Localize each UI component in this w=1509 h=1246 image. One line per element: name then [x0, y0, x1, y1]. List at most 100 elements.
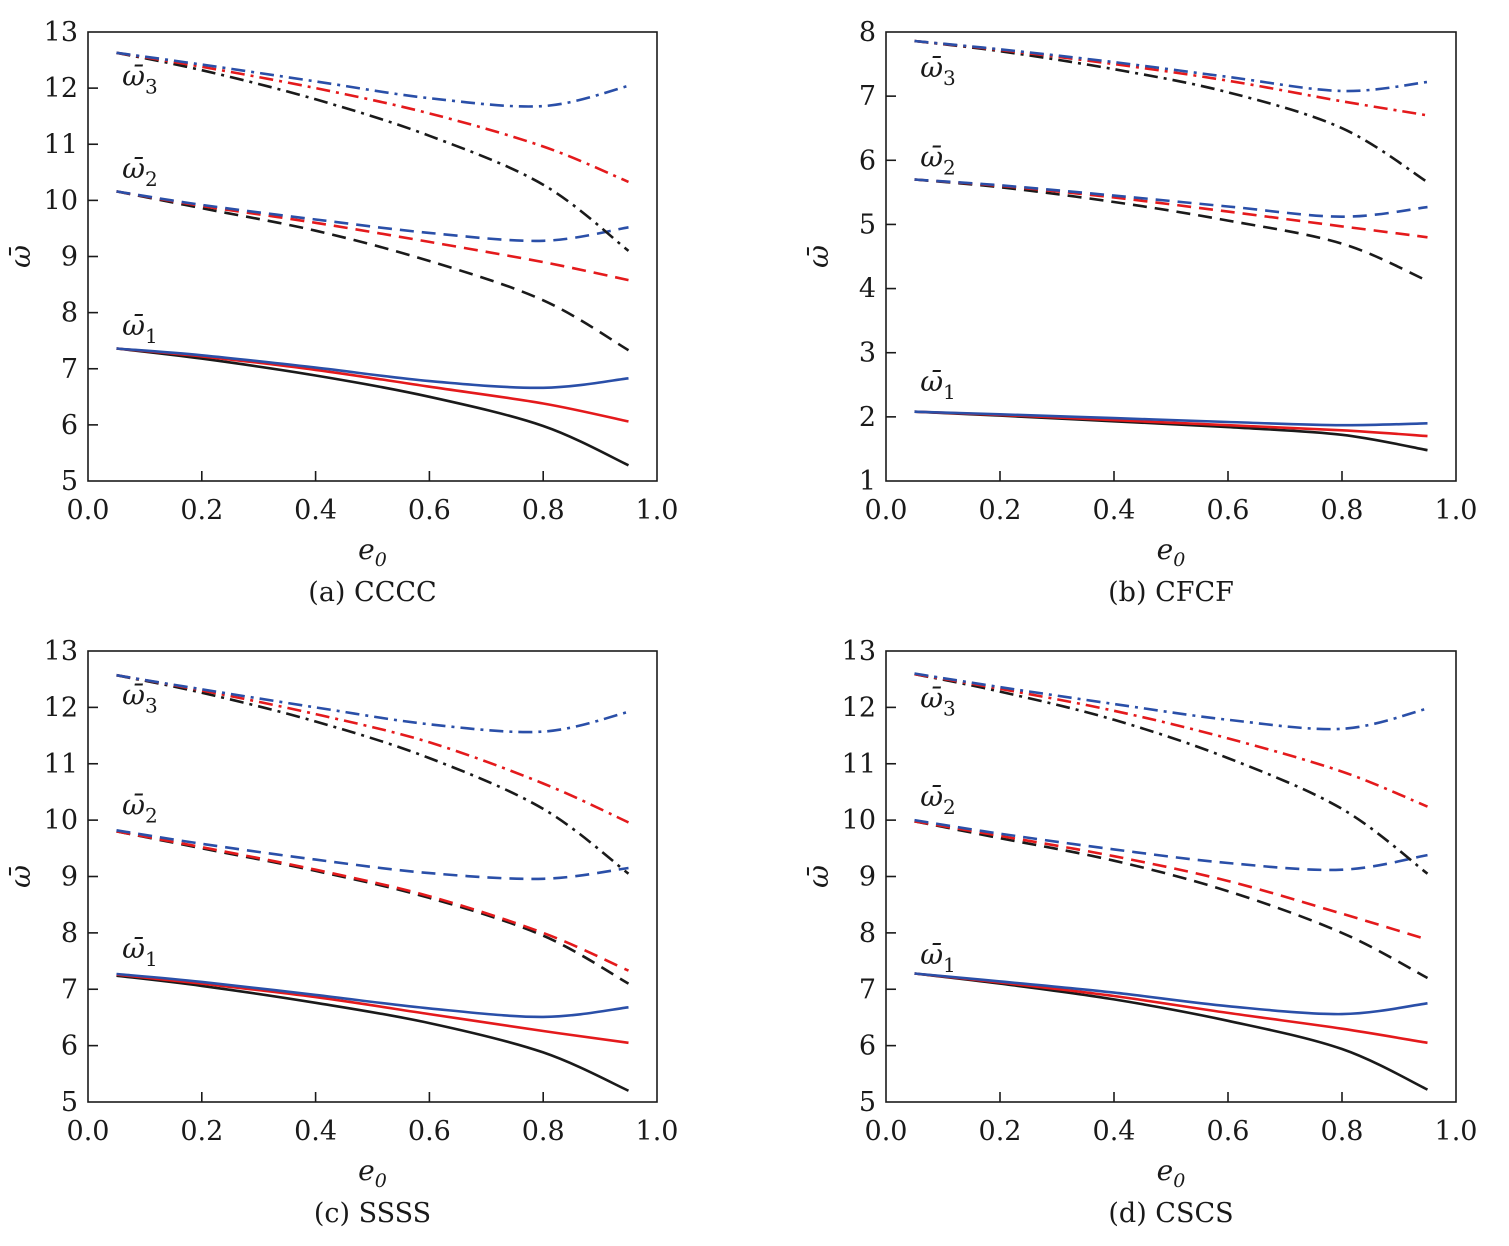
series-line-mode-3-dashdot [116, 673, 630, 824]
y-tick-label: 7 [61, 354, 78, 385]
x-tick-label: 0.2 [180, 495, 223, 526]
series-line-mode-1-solid [914, 410, 1428, 427]
series-line-mode-3-dashdot [116, 673, 629, 734]
mode-label: ω̄3 [920, 51, 956, 90]
series-line-mode-2-dashed [914, 178, 1428, 219]
series-line-mode-3-dashdot [914, 672, 1428, 731]
y-tick-label: 13 [44, 17, 78, 48]
x-axis-label: e0 [1157, 1154, 1186, 1192]
subplot-caption: (a) CCCC [308, 577, 436, 608]
x-tick-label: 0.4 [294, 495, 337, 526]
y-axis-label: ω̄ [802, 865, 835, 888]
subplot-caption: (b) CFCF [1108, 577, 1234, 608]
series-line-mode-3-dashdot [914, 39, 1428, 117]
series-line-mode-2-dashed [116, 830, 630, 972]
series-line-mode-1-solid [914, 972, 1428, 1016]
y-tick-label: 3 [859, 338, 876, 369]
series-line-mode-3-dashdot [914, 39, 1429, 184]
series-line-mode-3-dashdot [914, 672, 1428, 808]
series-line-mode-1-solid [116, 972, 629, 1019]
subplot-c: 0.0 0.2 0.4 0.6 0.8 1.0 5 6 7 8 9 10 11 12 13 e0 ω̄ (c) S… [4, 636, 678, 1229]
x-axis-label: e0 [358, 1154, 387, 1192]
x-tick-label: 1.0 [1435, 495, 1478, 526]
x-tick-label: 0.6 [1207, 495, 1250, 526]
y-tick-label: 8 [61, 298, 78, 329]
series-line-mode-2-dashed [914, 820, 1429, 980]
mode-label: ω̄3 [122, 679, 158, 718]
y-axis-label: ω̄ [4, 865, 37, 888]
x-tick-label: 0.0 [67, 1116, 110, 1147]
x-tick-label: 1.0 [636, 495, 679, 526]
series-line-mode-2-dashed [116, 830, 630, 985]
series-line-mode-2-dashed [914, 818, 1428, 872]
subplot-caption: (c) SSSS [314, 1198, 431, 1229]
mode-label: ω̄3 [122, 59, 158, 98]
y-tick-label: 11 [44, 129, 78, 160]
y-tick-label: 5 [859, 209, 876, 240]
y-tick-label: 6 [859, 145, 876, 176]
x-axis-label: e0 [358, 533, 387, 571]
x-tick-label: 0.0 [865, 495, 908, 526]
y-tick-label: 11 [842, 749, 876, 780]
y-tick-label: 12 [842, 692, 876, 723]
y-tick-label: 8 [859, 17, 876, 48]
y-tick-label: 6 [61, 410, 78, 441]
series-line-mode-2-dashed [116, 190, 629, 243]
series-line-mode-2-dashed [116, 829, 629, 881]
subplot-a: 0.0 0.2 0.4 0.6 0.8 1.0 5 6 7 8 9 10 11 12 13 e0 ω̄ (a) C… [4, 17, 678, 608]
x-tick-label: 0.0 [865, 1116, 908, 1147]
y-tick-label: 9 [61, 242, 78, 273]
y-tick-label: 9 [61, 862, 78, 893]
x-tick-label: 0.8 [522, 1116, 565, 1147]
y-tick-label: 8 [859, 918, 876, 949]
x-tick-label: 0.6 [408, 495, 451, 526]
series-line-mode-2-dashed [116, 190, 630, 352]
x-tick-label: 0.0 [67, 495, 110, 526]
y-tick-label: 7 [61, 974, 78, 1005]
series-line-mode-3-dashdot [914, 39, 1428, 93]
series-line-mode-1-solid [914, 972, 1429, 1091]
y-tick-label: 7 [859, 974, 876, 1005]
mode-label: ω̄3 [920, 681, 956, 720]
series-line-mode-3-dashdot [116, 51, 629, 108]
x-tick-label: 0.2 [979, 495, 1022, 526]
series-line-mode-2-dashed [914, 178, 1429, 283]
series-line-mode-1-solid [116, 347, 630, 467]
series-line-mode-1-solid [116, 973, 629, 1045]
series-line-mode-3-dashdot [116, 673, 630, 875]
x-tick-label: 0.2 [180, 1116, 223, 1147]
y-tick-label: 13 [44, 636, 78, 667]
mode-label: ω̄2 [920, 780, 956, 819]
y-tick-label: 13 [842, 636, 876, 667]
x-tick-label: 0.4 [1093, 1116, 1136, 1147]
y-tick-label: 2 [859, 402, 876, 433]
series-line-mode-1-solid [116, 974, 630, 1092]
y-tick-label: 7 [859, 81, 876, 112]
series-line-mode-3-dashdot [116, 51, 630, 252]
mode-label: ω̄2 [122, 152, 158, 191]
x-tick-label: 0.4 [294, 1116, 337, 1147]
mode-label: ω̄1 [920, 938, 956, 977]
x-axis-label: e0 [1157, 533, 1186, 571]
y-tick-label: 10 [44, 185, 78, 216]
y-tick-label: 5 [859, 1087, 876, 1118]
series-line-mode-2-dashed [914, 178, 1428, 239]
y-tick-label: 8 [61, 918, 78, 949]
series-line-mode-2-dashed [914, 820, 1428, 941]
y-tick-label: 6 [61, 1031, 78, 1062]
subplot-d: 0.0 0.2 0.4 0.6 0.8 1.0 5 6 7 8 9 10 11 12 13 e0 ω̄ (d) C… [802, 636, 1477, 1229]
plot-frame [87, 31, 658, 482]
x-tick-label: 0.2 [979, 1116, 1022, 1147]
y-tick-label: 5 [61, 466, 78, 497]
x-tick-label: 1.0 [1435, 1116, 1478, 1147]
y-tick-label: 10 [44, 805, 78, 836]
y-tick-label: 10 [842, 805, 876, 836]
mode-label: ω̄2 [122, 788, 158, 827]
y-tick-label: 9 [859, 862, 876, 893]
mode-label: ω̄2 [920, 141, 956, 180]
x-tick-label: 1.0 [636, 1116, 679, 1147]
x-tick-label: 0.8 [522, 495, 565, 526]
y-tick-label: 4 [859, 274, 876, 305]
mode-label: ω̄1 [122, 309, 158, 348]
